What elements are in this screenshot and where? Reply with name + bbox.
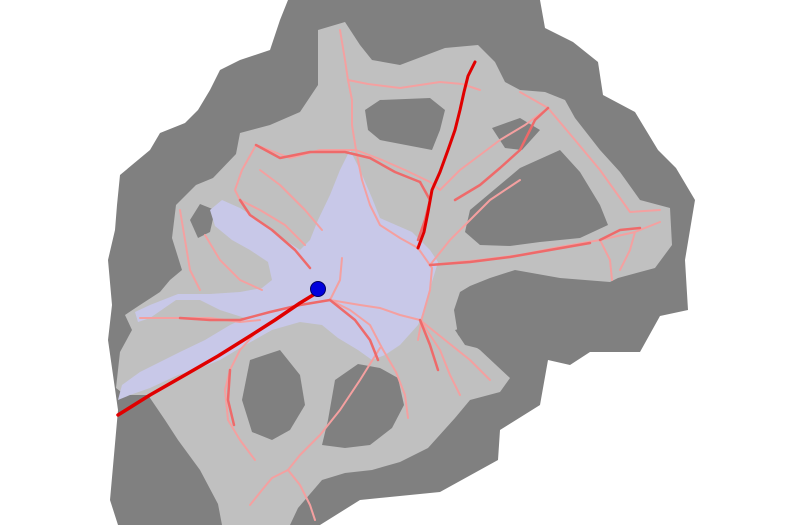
strong-paths (116, 60, 477, 417)
obstacle-3 (465, 150, 608, 246)
obstacle-9 (190, 204, 215, 238)
path-network (116, 29, 661, 521)
obstacle-2 (492, 118, 540, 150)
explored-area (118, 150, 438, 400)
obstacle-1 (365, 98, 445, 150)
medium-paths (178, 106, 642, 427)
obstacle-7 (322, 364, 404, 448)
obstacle-12 (455, 320, 540, 358)
obstacle-6 (242, 350, 305, 440)
blue-dot-position-marker (310, 281, 326, 297)
